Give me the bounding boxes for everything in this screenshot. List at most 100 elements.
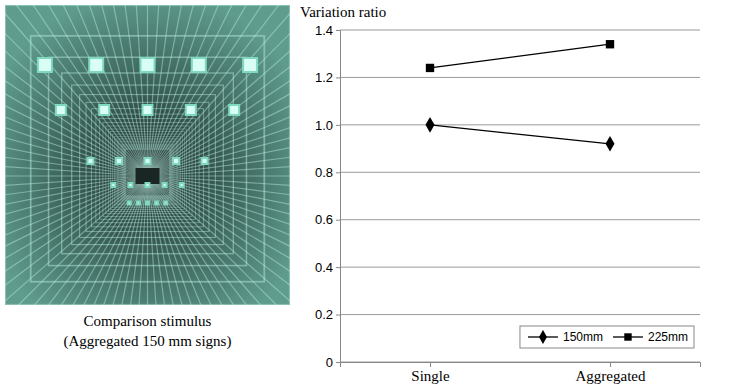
x-tick-label: Single	[411, 368, 450, 384]
tunnel-line	[147, 176, 148, 305]
y-tick: 0.6	[315, 212, 340, 227]
sign	[180, 183, 184, 187]
legend-marker	[539, 330, 547, 344]
tunnel-line	[148, 5, 291, 176]
tunnel-line	[148, 176, 174, 305]
sign	[88, 158, 94, 164]
sign	[38, 58, 52, 72]
y-axis-line	[336, 31, 341, 363]
tunnel-end	[136, 168, 160, 184]
y-tick: 1.2	[315, 70, 340, 85]
y-tick-mark	[336, 267, 340, 268]
y-tick-label: 1.2	[315, 70, 333, 85]
y-tick: 0	[326, 355, 340, 370]
x-tick-mark	[610, 362, 611, 367]
tunnel-line	[148, 5, 291, 176]
tunnel-line	[148, 5, 291, 176]
legend-item: 150mm	[528, 330, 603, 344]
sign	[56, 105, 66, 115]
legend-label: 150mm	[563, 330, 603, 344]
y-tick-label: 0	[326, 355, 333, 370]
tunnel-line	[148, 5, 291, 176]
tunnel-line	[5, 176, 148, 202]
y-tick: 0.8	[315, 165, 340, 180]
marker	[426, 64, 434, 72]
tunnel-line	[148, 5, 291, 176]
sign	[128, 202, 131, 205]
caption: Comparison stimulus	[84, 313, 212, 329]
tunnel-line	[148, 98, 291, 176]
plot-area	[426, 40, 615, 152]
legend-item: 225mm	[613, 330, 688, 344]
y-tick-label: 0.8	[315, 165, 333, 180]
grid-line	[340, 30, 700, 31]
tunnel-line	[148, 5, 291, 176]
x-tick: Single	[411, 362, 450, 384]
tunnel-line	[44, 5, 148, 176]
marker	[606, 40, 614, 48]
sign	[229, 105, 239, 115]
y-tick-mark	[336, 77, 340, 78]
tunnel-line	[95, 5, 147, 176]
grid-line	[340, 314, 700, 315]
series-line	[430, 44, 610, 68]
y-tick-mark	[336, 30, 340, 31]
marker	[606, 136, 615, 152]
tunnel-line	[148, 176, 226, 305]
y-tick: 1.0	[315, 118, 340, 133]
grid	[340, 30, 700, 362]
sign	[146, 202, 149, 205]
sign	[89, 58, 103, 72]
series-line	[430, 125, 610, 144]
sign	[145, 158, 151, 164]
sign	[186, 105, 196, 115]
tunnel-line	[148, 176, 252, 305]
grid-line	[340, 77, 700, 78]
legend-label: 225mm	[648, 330, 688, 344]
y-tick-label: 0.2	[315, 307, 333, 322]
caption: (Aggregated 150 mm signs)	[64, 333, 232, 350]
tunnel-line	[148, 5, 291, 176]
tunnel-line	[148, 5, 291, 176]
y-tick: 1.4	[315, 23, 340, 38]
sign	[143, 105, 153, 115]
y-tick-label: 1.4	[315, 23, 333, 38]
y-tick-label: 1.0	[315, 118, 333, 133]
tunnel-line	[148, 176, 200, 305]
y-tick: 0.2	[315, 307, 340, 322]
y-tick-mark	[336, 172, 340, 173]
x-axis-line	[341, 363, 701, 368]
legend-marker	[624, 333, 631, 340]
sign	[137, 202, 140, 205]
x-tick-label: Aggregated	[576, 368, 646, 384]
x-tick-mark	[430, 362, 431, 367]
grid-line	[340, 219, 700, 220]
legend: 150mm 225mm	[520, 326, 694, 348]
grid-line	[340, 267, 700, 268]
sign	[128, 183, 132, 187]
stimulus-image	[5, 5, 290, 305]
x-axis: Single Aggregated	[341, 362, 701, 384]
chart-title: Variation ratio	[300, 4, 386, 20]
tunnel-line	[148, 5, 291, 176]
tunnel-line	[5, 23, 148, 176]
y-tick-mark	[336, 125, 340, 126]
tunnel-line	[5, 5, 148, 176]
y-tick-label: 0.4	[315, 260, 333, 275]
sign	[116, 158, 122, 164]
sign	[163, 183, 167, 187]
sign	[111, 183, 115, 187]
marker	[426, 117, 435, 133]
grid-line	[340, 124, 700, 125]
tunnel-line	[148, 5, 291, 176]
sign	[192, 58, 206, 72]
sign	[173, 158, 179, 164]
y-tick-mark	[336, 362, 340, 363]
tunnel-line	[147, 5, 148, 176]
grid-line	[340, 172, 700, 173]
x-tick: Aggregated	[576, 362, 646, 384]
legend-box	[520, 326, 694, 348]
tunnel-line	[148, 175, 291, 176]
sign	[155, 202, 158, 205]
y-tick-mark	[336, 315, 340, 316]
